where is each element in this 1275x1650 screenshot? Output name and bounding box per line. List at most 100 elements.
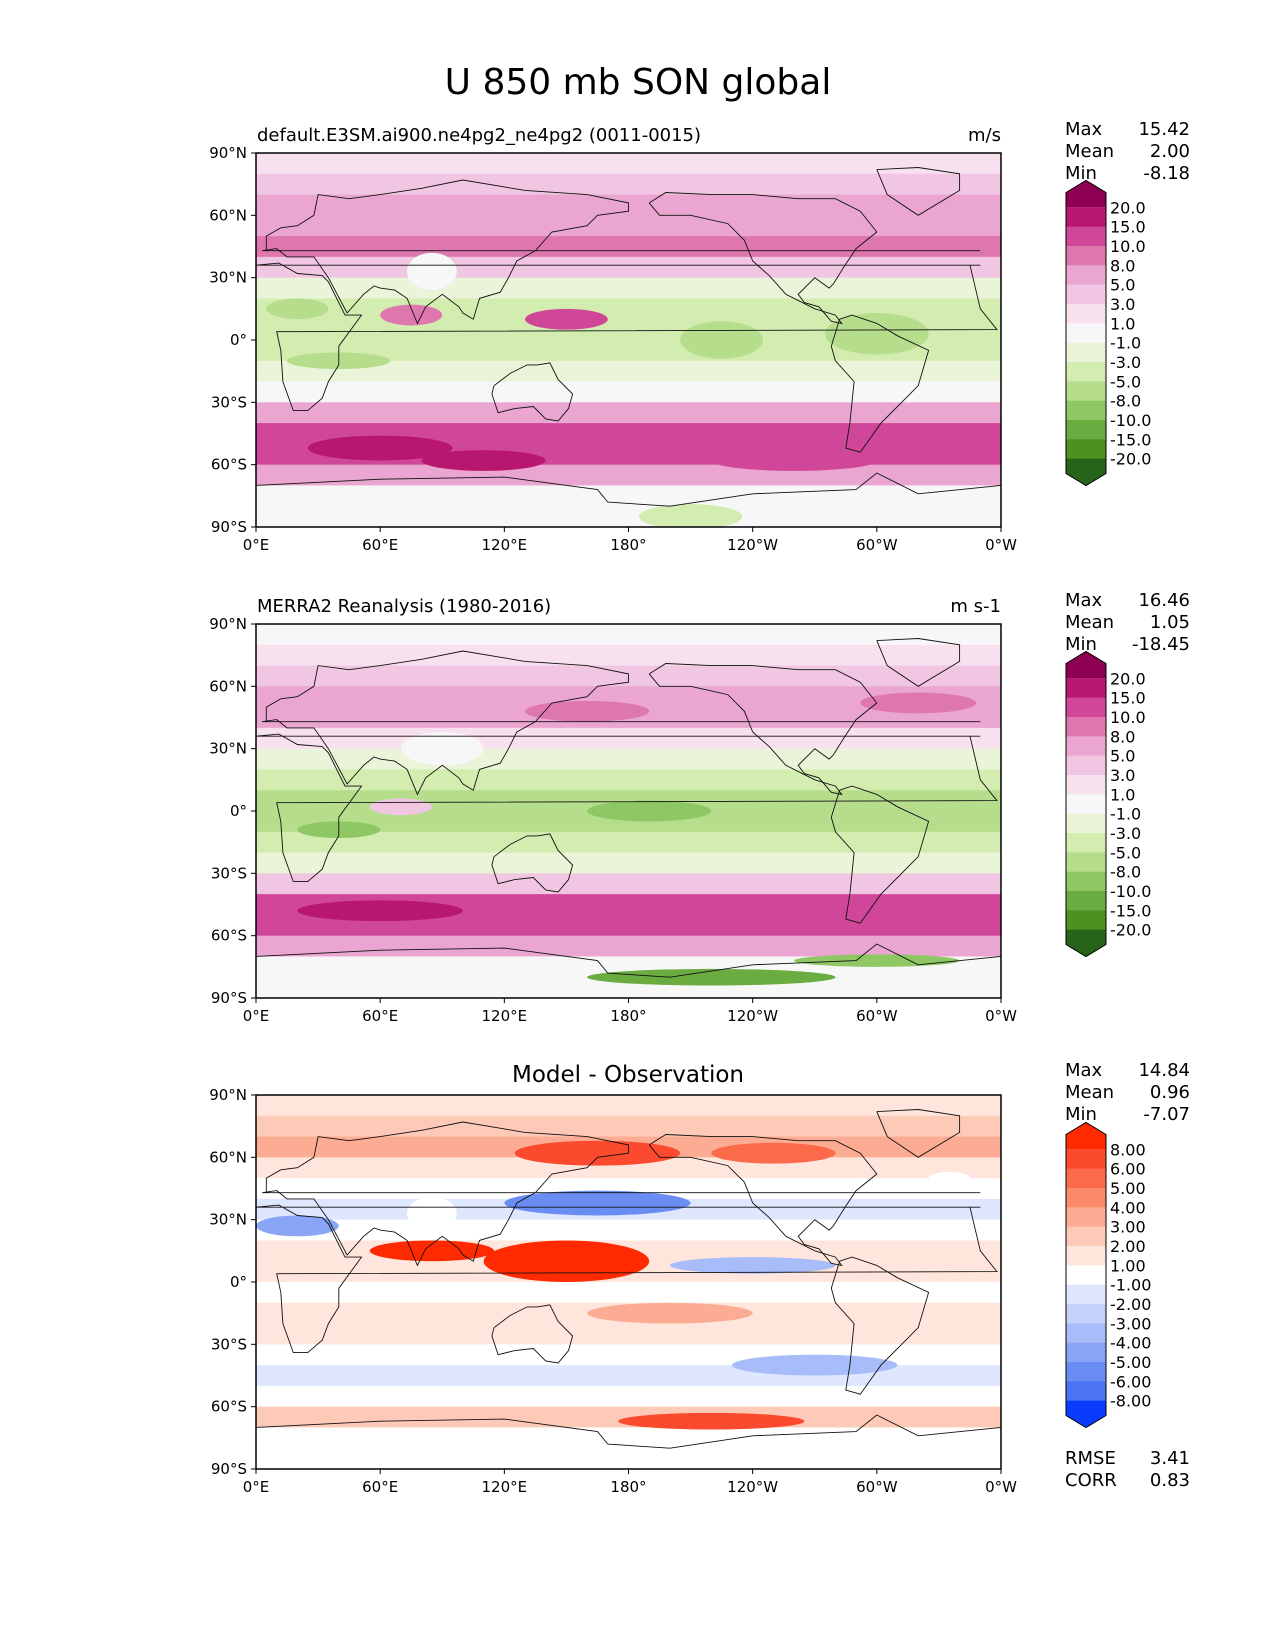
colorbar-outline xyxy=(1065,650,1107,958)
coastline-4 xyxy=(830,1256,930,1395)
x-tick-label: 60°E xyxy=(362,1007,398,1025)
reference-colorbar: 20.015.010.08.05.03.01.0-1.0-3.0-5.0-8.0… xyxy=(1065,650,1151,958)
colorbar-label: -8.0 xyxy=(1110,863,1141,882)
colorbar-segment xyxy=(1066,775,1106,795)
colorbar-segment xyxy=(1066,362,1106,382)
colorbar-segment xyxy=(1066,323,1106,344)
difference-ticks: 0°E 60°E 120°E 180° 120°W 60°W 0°W 90°N 60°N 30°N… xyxy=(209,1086,1017,1496)
colorbar-label: 5.0 xyxy=(1110,276,1135,295)
colorbar-label: -20.0 xyxy=(1110,450,1151,469)
band-17 xyxy=(256,1448,1001,1469)
band-4 xyxy=(256,236,1001,258)
feature-0 xyxy=(514,1140,681,1166)
colorbar-label: 1.0 xyxy=(1110,785,1135,804)
colorbar-label: 3.0 xyxy=(1110,766,1135,785)
colorbar-label: -8.0 xyxy=(1110,392,1141,411)
colorbar-segment xyxy=(1066,1284,1106,1305)
coastline-4 xyxy=(830,314,930,453)
colorbar-label: 3.00 xyxy=(1110,1218,1146,1237)
band-3 xyxy=(256,215,1001,237)
band-0 xyxy=(256,1095,1001,1117)
colorbar-label: -1.00 xyxy=(1110,1276,1151,1295)
feature-7 xyxy=(587,968,836,986)
colorbar-extend-top xyxy=(1066,651,1106,679)
colorbar-segment xyxy=(1066,342,1106,363)
band-0 xyxy=(256,624,1001,646)
y-tick-label: 90°N xyxy=(209,1086,247,1104)
x-tick-label: 180° xyxy=(610,1478,646,1496)
reference-ticks: 0°E 60°E 120°E 180° 120°W 60°W 0°W 90°N 60°N 30°N… xyxy=(209,615,1017,1025)
x-tick-label: 60°E xyxy=(362,536,398,554)
colorbar-label: -5.00 xyxy=(1110,1353,1151,1372)
band-16 xyxy=(256,485,1001,507)
band-17 xyxy=(256,977,1001,998)
svg-text:Max: Max xyxy=(1065,1060,1103,1081)
difference-corr: 0.83 xyxy=(1150,1470,1190,1491)
colorbar-label: 4.00 xyxy=(1110,1198,1146,1217)
difference-rmse: 3.41 xyxy=(1150,1448,1190,1469)
x-tick-label: 0°W xyxy=(985,536,1017,554)
feature-2 xyxy=(860,692,977,714)
band-8 xyxy=(256,790,1001,812)
colorbar-segment xyxy=(1066,678,1106,699)
y-tick-label: 30°N xyxy=(209,740,247,758)
colorbar-label: -1.0 xyxy=(1110,805,1141,824)
colorbar-outline xyxy=(1065,1121,1107,1429)
colorbar-label: 8.0 xyxy=(1110,727,1135,746)
colorbar-label: -3.0 xyxy=(1110,824,1141,843)
band-15 xyxy=(256,1406,1001,1429)
band-6 xyxy=(256,1219,1001,1242)
coastline-6 xyxy=(256,472,1001,507)
colorbar-label: -6.00 xyxy=(1110,1372,1151,1391)
feature-10 xyxy=(618,1412,805,1430)
colorbar-label: 15.0 xyxy=(1110,689,1146,708)
coastline-3 xyxy=(648,663,878,796)
band-12 xyxy=(256,873,1001,895)
colorbar-segment xyxy=(1066,1188,1106,1208)
colorbar-segment xyxy=(1066,265,1106,286)
panel-difference: Model - Observation 0°E 60°E 120°E 180° 120°… xyxy=(209,1060,1190,1496)
coastline-3 xyxy=(648,192,878,325)
feature-3 xyxy=(369,798,432,816)
colorbar-label: -5.0 xyxy=(1110,843,1141,862)
colorbar-label: 8.00 xyxy=(1110,1140,1146,1159)
colorbar-segment xyxy=(1066,226,1106,247)
colorbar-label: 6.00 xyxy=(1110,1160,1146,1179)
svg-text:Mean: Mean xyxy=(1065,612,1114,633)
colorbar-segment xyxy=(1066,794,1106,815)
model-ticks: 0°E 60°E 120°E 180° 120°W 60°W 0°W 90°N 60°N 30°N… xyxy=(209,144,1017,554)
band-8 xyxy=(256,319,1001,341)
feature-4 xyxy=(825,312,929,355)
colorbar-segment xyxy=(1066,1207,1106,1228)
svg-text:Min: Min xyxy=(1065,1104,1097,1125)
svg-text:Mean: Mean xyxy=(1065,141,1114,162)
x-tick-label: 60°W xyxy=(856,1478,898,1496)
colorbar-extend-top xyxy=(1066,1122,1106,1150)
difference-min: -7.07 xyxy=(1143,1104,1190,1125)
coastline-0 xyxy=(256,1204,998,1354)
colorbar-label: 1.00 xyxy=(1110,1256,1146,1275)
y-tick-label: 60°S xyxy=(211,456,247,474)
y-tick-label: 90°S xyxy=(211,1460,247,1478)
colorbar-outline xyxy=(1065,179,1107,487)
x-tick-label: 0°E xyxy=(243,1007,270,1025)
feature-1 xyxy=(711,1142,836,1164)
colorbar-label: -4.00 xyxy=(1110,1334,1151,1353)
band-14 xyxy=(256,914,1001,937)
band-1 xyxy=(256,1115,1001,1138)
band-7 xyxy=(256,769,1001,791)
reference-max: 16.46 xyxy=(1138,590,1190,611)
colorbar-segment xyxy=(1066,891,1106,911)
colorbar-label: -3.00 xyxy=(1110,1314,1151,1333)
colorbar-label: 20.0 xyxy=(1110,198,1146,217)
y-tick-label: 90°S xyxy=(211,518,247,536)
coastline-0 xyxy=(256,733,998,883)
coastline-5 xyxy=(876,167,961,216)
y-tick-label: 60°N xyxy=(209,1148,247,1166)
reference-coastlines xyxy=(256,638,1001,978)
coastline-0 xyxy=(256,262,998,412)
colorbar-segment xyxy=(1066,1246,1106,1266)
feature-4 xyxy=(504,1190,691,1216)
band-11 xyxy=(256,381,1001,403)
feature-0 xyxy=(400,732,484,766)
